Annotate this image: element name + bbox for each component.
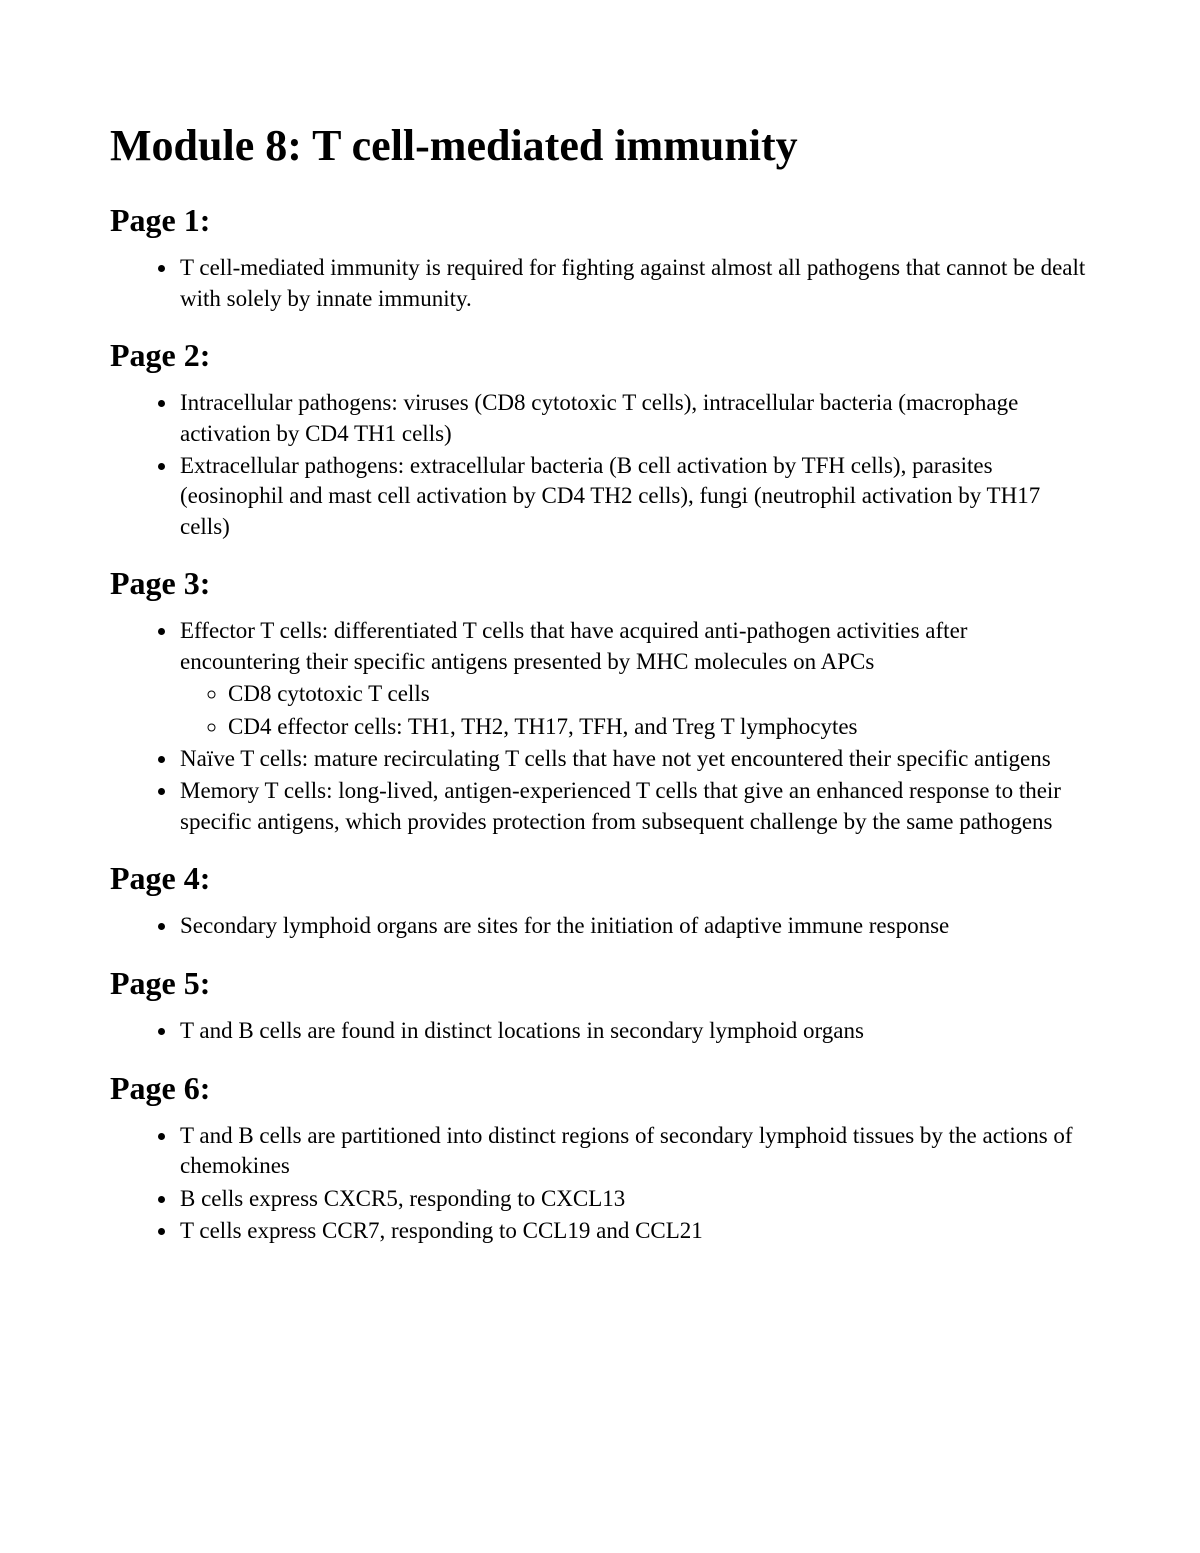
bullet-text: Naïve T cells: mature recirculating T ce… bbox=[180, 746, 1051, 771]
bullet-item: B cells express CXCR5, responding to CXC… bbox=[178, 1184, 1090, 1214]
document-title: Module 8: T cell-mediated immunity bbox=[110, 120, 1090, 173]
sections-container: Page 1: T cell-mediated immunity is requi… bbox=[110, 201, 1090, 1247]
bullet-list: T and B cells are found in distinct loca… bbox=[110, 1016, 1090, 1046]
bullet-item: T and B cells are partitioned into disti… bbox=[178, 1121, 1090, 1182]
section-heading: Page 1: bbox=[110, 201, 1090, 239]
bullet-text: T cells express CCR7, responding to CCL1… bbox=[180, 1218, 703, 1243]
section-heading: Page 4: bbox=[110, 859, 1090, 897]
sub-bullet-list: CD8 cytotoxic T cellsCD4 effector cells:… bbox=[180, 679, 1090, 742]
section-heading: Page 2: bbox=[110, 336, 1090, 374]
bullet-item: Naïve T cells: mature recirculating T ce… bbox=[178, 744, 1090, 774]
bullet-item: T cells express CCR7, responding to CCL1… bbox=[178, 1216, 1090, 1246]
bullet-item: T cell-mediated immunity is required for… bbox=[178, 253, 1090, 314]
section-heading: Page 5: bbox=[110, 964, 1090, 1002]
section-heading: Page 3: bbox=[110, 564, 1090, 602]
document-page: Module 8: T cell-mediated immunity Page … bbox=[0, 0, 1200, 1344]
bullet-text: T and B cells are found in distinct loca… bbox=[180, 1018, 864, 1043]
bullet-text: Secondary lymphoid organs are sites for … bbox=[180, 913, 949, 938]
bullet-list: Secondary lymphoid organs are sites for … bbox=[110, 911, 1090, 941]
bullet-item: T and B cells are found in distinct loca… bbox=[178, 1016, 1090, 1046]
bullet-text: Memory T cells: long-lived, antigen-expe… bbox=[180, 778, 1061, 833]
bullet-item: Extracellular pathogens: extracellular b… bbox=[178, 451, 1090, 542]
bullet-text: T cell-mediated immunity is required for… bbox=[180, 255, 1085, 310]
bullet-text: T and B cells are partitioned into disti… bbox=[180, 1123, 1073, 1178]
bullet-item: Memory T cells: long-lived, antigen-expe… bbox=[178, 776, 1090, 837]
bullet-item: Effector T cells: differentiated T cells… bbox=[178, 616, 1090, 741]
bullet-item: Intracellular pathogens: viruses (CD8 cy… bbox=[178, 388, 1090, 449]
bullet-text: Intracellular pathogens: viruses (CD8 cy… bbox=[180, 390, 1018, 445]
bullet-text: Extracellular pathogens: extracellular b… bbox=[180, 453, 1040, 539]
bullet-list: T cell-mediated immunity is required for… bbox=[110, 253, 1090, 314]
sub-bullet-item: CD4 effector cells: TH1, TH2, TH17, TFH,… bbox=[228, 712, 1090, 742]
section-heading: Page 6: bbox=[110, 1069, 1090, 1107]
bullet-list: Effector T cells: differentiated T cells… bbox=[110, 616, 1090, 837]
sub-bullet-item: CD8 cytotoxic T cells bbox=[228, 679, 1090, 709]
bullet-list: Intracellular pathogens: viruses (CD8 cy… bbox=[110, 388, 1090, 542]
bullet-item: Secondary lymphoid organs are sites for … bbox=[178, 911, 1090, 941]
bullet-text: Effector T cells: differentiated T cells… bbox=[180, 618, 967, 673]
bullet-text: B cells express CXCR5, responding to CXC… bbox=[180, 1186, 625, 1211]
bullet-list: T and B cells are partitioned into disti… bbox=[110, 1121, 1090, 1246]
